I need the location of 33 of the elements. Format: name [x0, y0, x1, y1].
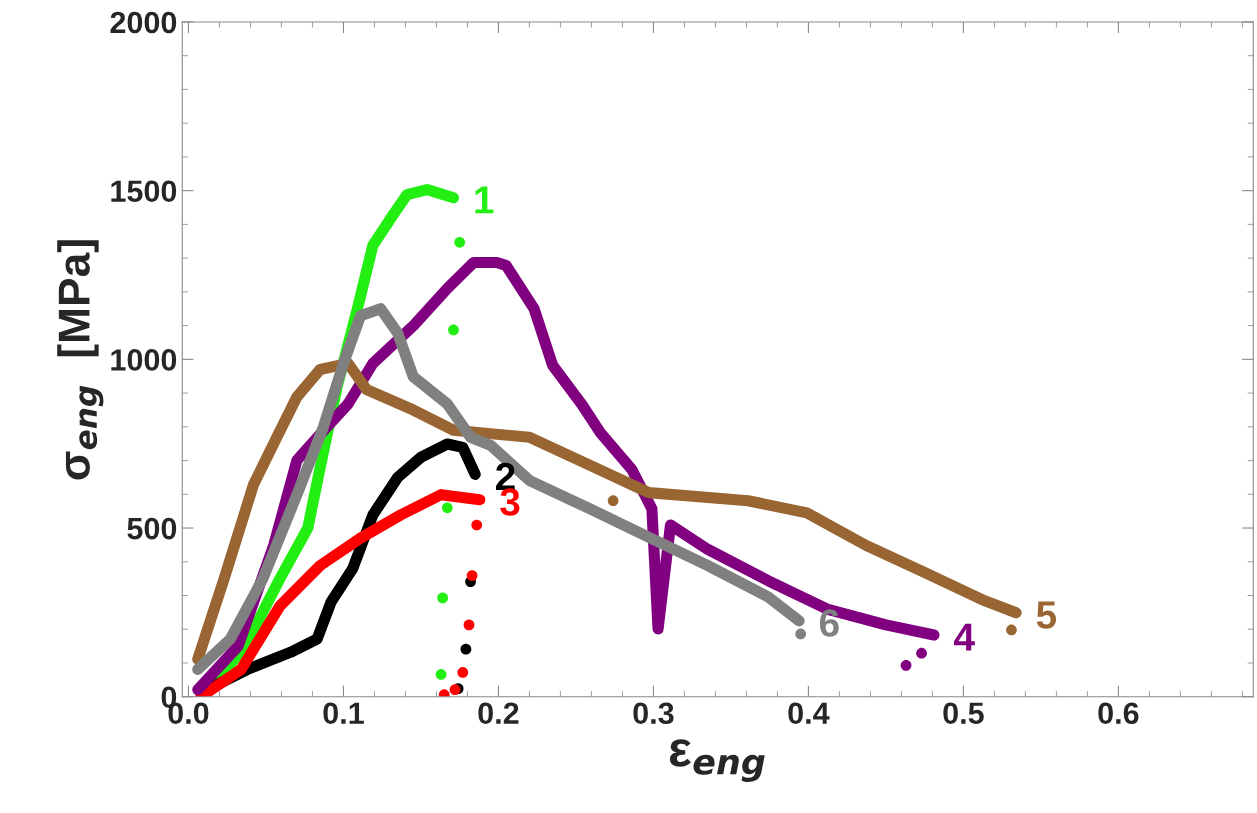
- x-tick-label: 0.2: [478, 702, 519, 725]
- point: [795, 628, 807, 640]
- point: [463, 619, 475, 631]
- x-tick-label: 0.1: [323, 702, 364, 725]
- point: [441, 502, 453, 514]
- x-tick-label: 0.4: [788, 702, 830, 725]
- point: [916, 647, 927, 659]
- x-tick-label: 0.6: [1098, 702, 1139, 725]
- x-axis-title: ε$_{eng}$: [669, 739, 765, 782]
- series-label: 4: [953, 623, 975, 651]
- point: [460, 643, 472, 655]
- point: [1006, 624, 1017, 636]
- point: [457, 667, 469, 678]
- point: [900, 659, 912, 671]
- point: [435, 669, 447, 680]
- series-label: 1: [475, 186, 494, 214]
- x-tick-label: 0.3: [633, 702, 674, 725]
- y-tick-label: 2000: [110, 11, 177, 34]
- series-label: 2: [495, 462, 515, 491]
- series-label: 6: [819, 609, 839, 637]
- point: [454, 236, 466, 248]
- y-tick-label: 500: [127, 517, 177, 540]
- series-label: 3: [500, 488, 520, 516]
- point: [466, 570, 478, 581]
- point: [437, 592, 449, 604]
- x-tick-label: 0.5: [943, 702, 984, 725]
- series-label: 5: [1036, 601, 1057, 629]
- point: [448, 324, 459, 336]
- point: [607, 495, 619, 507]
- y-tick-label: 1500: [111, 180, 177, 203]
- y-axis-title: σ$_{eng}$ [MPa]: [57, 240, 104, 480]
- point: [471, 519, 483, 531]
- y-tick-label: 1000: [111, 349, 177, 371]
